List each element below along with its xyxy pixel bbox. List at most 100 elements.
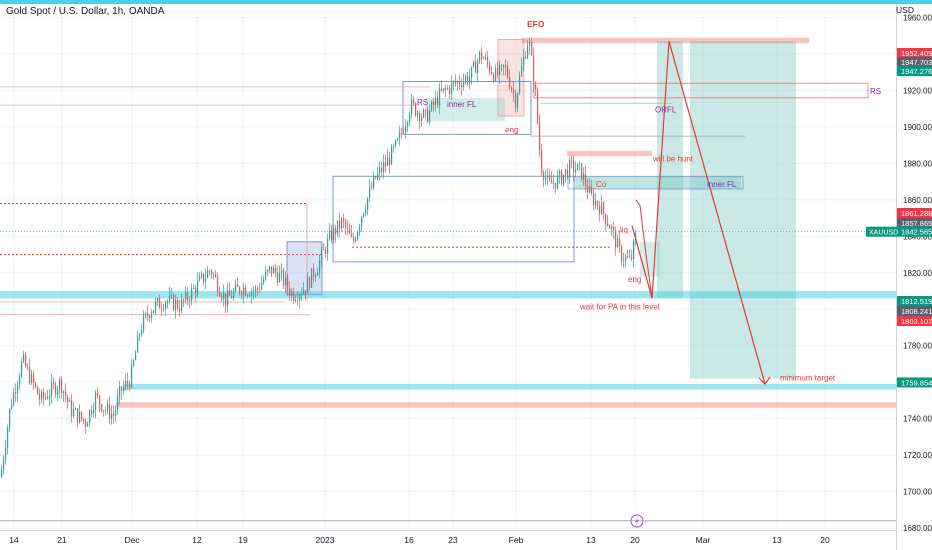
projection-path bbox=[631, 41, 766, 385]
candle-body bbox=[335, 227, 337, 235]
candle-body bbox=[603, 202, 605, 214]
candle-body bbox=[129, 383, 131, 388]
candle-body bbox=[53, 382, 55, 385]
candle-body bbox=[19, 376, 21, 385]
candle-body bbox=[227, 290, 229, 306]
candle-body bbox=[571, 160, 573, 162]
candle-body bbox=[471, 66, 473, 77]
candle-body bbox=[457, 81, 459, 84]
candle-body bbox=[35, 383, 37, 387]
y-tick-label: 1920.00 bbox=[903, 87, 932, 96]
candle-body bbox=[497, 68, 499, 75]
price-tag-1861.288 bbox=[897, 208, 932, 218]
candle-body bbox=[385, 162, 387, 166]
candle-body bbox=[587, 185, 589, 193]
candle-body bbox=[45, 396, 47, 398]
candle-body bbox=[243, 287, 245, 295]
candle-body bbox=[165, 302, 167, 310]
candle-body bbox=[137, 335, 139, 353]
candle-body bbox=[561, 171, 563, 184]
candle-body bbox=[247, 294, 249, 296]
candle-body bbox=[257, 288, 259, 290]
candle-body bbox=[263, 279, 265, 283]
candle-body bbox=[229, 290, 231, 296]
candle-body bbox=[147, 312, 149, 317]
candle-body bbox=[337, 220, 339, 235]
candle-body bbox=[465, 76, 467, 81]
candle-body bbox=[273, 267, 275, 274]
candle-body bbox=[439, 88, 441, 106]
candle-body bbox=[251, 291, 253, 296]
candle-body bbox=[429, 110, 431, 122]
y-tick-label: 1880.00 bbox=[903, 159, 932, 168]
candle-body bbox=[155, 302, 157, 311]
candle-body bbox=[195, 288, 197, 294]
annotation-efo: EFO bbox=[527, 19, 545, 29]
candle-body bbox=[135, 352, 137, 361]
candle-body bbox=[79, 411, 81, 423]
target-zone-box bbox=[690, 41, 796, 379]
price-tag-label: 1947.703 bbox=[901, 58, 932, 67]
price-tag-1952.409 bbox=[897, 48, 932, 58]
candle-body bbox=[301, 293, 303, 295]
candle-body bbox=[619, 238, 621, 247]
candle-body bbox=[523, 56, 525, 67]
candle-body bbox=[235, 284, 237, 292]
candle-body bbox=[525, 56, 527, 59]
candle-body bbox=[419, 112, 421, 121]
candle-body bbox=[409, 114, 411, 123]
candle-body bbox=[365, 209, 367, 214]
candle-body bbox=[139, 334, 141, 336]
candle-body bbox=[11, 404, 13, 409]
annotation-liq: liq bbox=[620, 226, 628, 235]
candle-body bbox=[427, 110, 429, 122]
candle-body bbox=[7, 427, 9, 448]
candle-body bbox=[205, 277, 207, 282]
candle-body bbox=[483, 58, 485, 60]
candle-body bbox=[595, 200, 597, 206]
candle-body bbox=[539, 122, 541, 151]
candle-body bbox=[209, 270, 211, 272]
price-tag-label: 1861.288 bbox=[901, 209, 932, 218]
candle-body bbox=[87, 423, 89, 427]
candle-body bbox=[41, 392, 43, 400]
candle-body bbox=[161, 308, 163, 310]
candle-body bbox=[501, 64, 503, 66]
candle-body bbox=[181, 299, 183, 311]
candle-body bbox=[21, 361, 23, 377]
candle-body bbox=[621, 246, 623, 262]
candle-body bbox=[487, 57, 489, 64]
price-tag-1947.703 bbox=[897, 57, 932, 67]
candle-body bbox=[141, 330, 143, 335]
candle-body bbox=[395, 140, 397, 147]
candle-body bbox=[549, 175, 551, 180]
candle-body bbox=[285, 277, 287, 286]
candle-body bbox=[531, 41, 533, 56]
candle-body bbox=[103, 410, 105, 412]
annotation-eng-bottom: eng bbox=[628, 275, 641, 284]
candle-body bbox=[517, 93, 519, 108]
candle-body bbox=[5, 447, 7, 460]
candle-body bbox=[393, 146, 395, 147]
candle-body bbox=[401, 132, 403, 134]
candle-body bbox=[291, 291, 293, 296]
candle-body bbox=[345, 220, 347, 228]
candle-body bbox=[13, 392, 15, 405]
candle-body bbox=[489, 63, 491, 72]
pa-level-band bbox=[0, 291, 896, 299]
candle-body bbox=[221, 295, 223, 299]
candle-body bbox=[499, 65, 501, 75]
candle-body bbox=[601, 202, 603, 215]
projection-small-leg bbox=[635, 199, 653, 299]
price-tag-label: 1947.276 bbox=[901, 67, 932, 76]
candle-body bbox=[449, 87, 451, 94]
candle-body bbox=[533, 55, 535, 85]
candle-body bbox=[573, 160, 575, 173]
candle-body bbox=[67, 396, 69, 402]
candle-body bbox=[225, 293, 227, 306]
candle-body bbox=[413, 99, 415, 104]
candle-body bbox=[95, 392, 97, 410]
price-tag-1842.565 bbox=[897, 226, 932, 237]
price-tag-label: 1808.241 bbox=[901, 307, 932, 316]
